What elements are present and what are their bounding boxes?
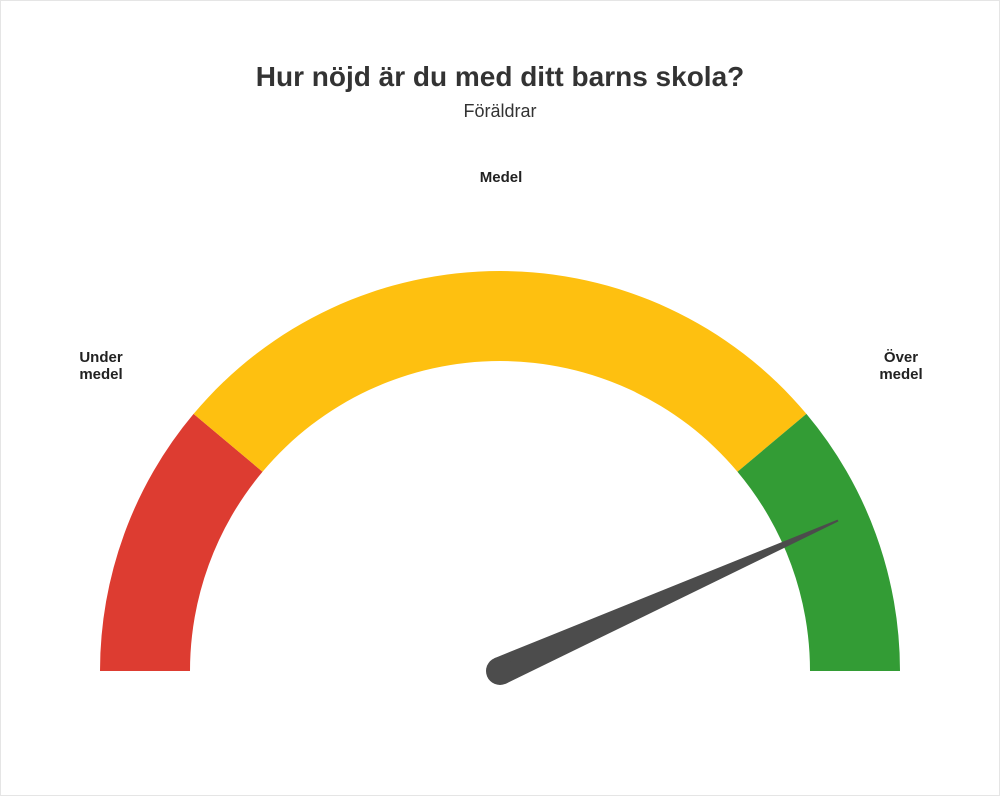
gauge-label-top: Medel [480,169,523,186]
gauge-svg [60,191,940,691]
chart-subtitle: Föräldrar [1,101,999,122]
gauge-band-under_medel [100,414,263,671]
gauge-needle [494,520,838,684]
chart-frame: Hur nöjd är du med ditt barns skola? För… [0,0,1000,796]
chart-title: Hur nöjd är du med ditt barns skola? [1,61,999,93]
gauge-needle-hub [486,657,514,685]
gauge-band-over_medel [737,414,900,671]
gauge-container [1,191,999,691]
gauge-band-medel [194,271,807,472]
